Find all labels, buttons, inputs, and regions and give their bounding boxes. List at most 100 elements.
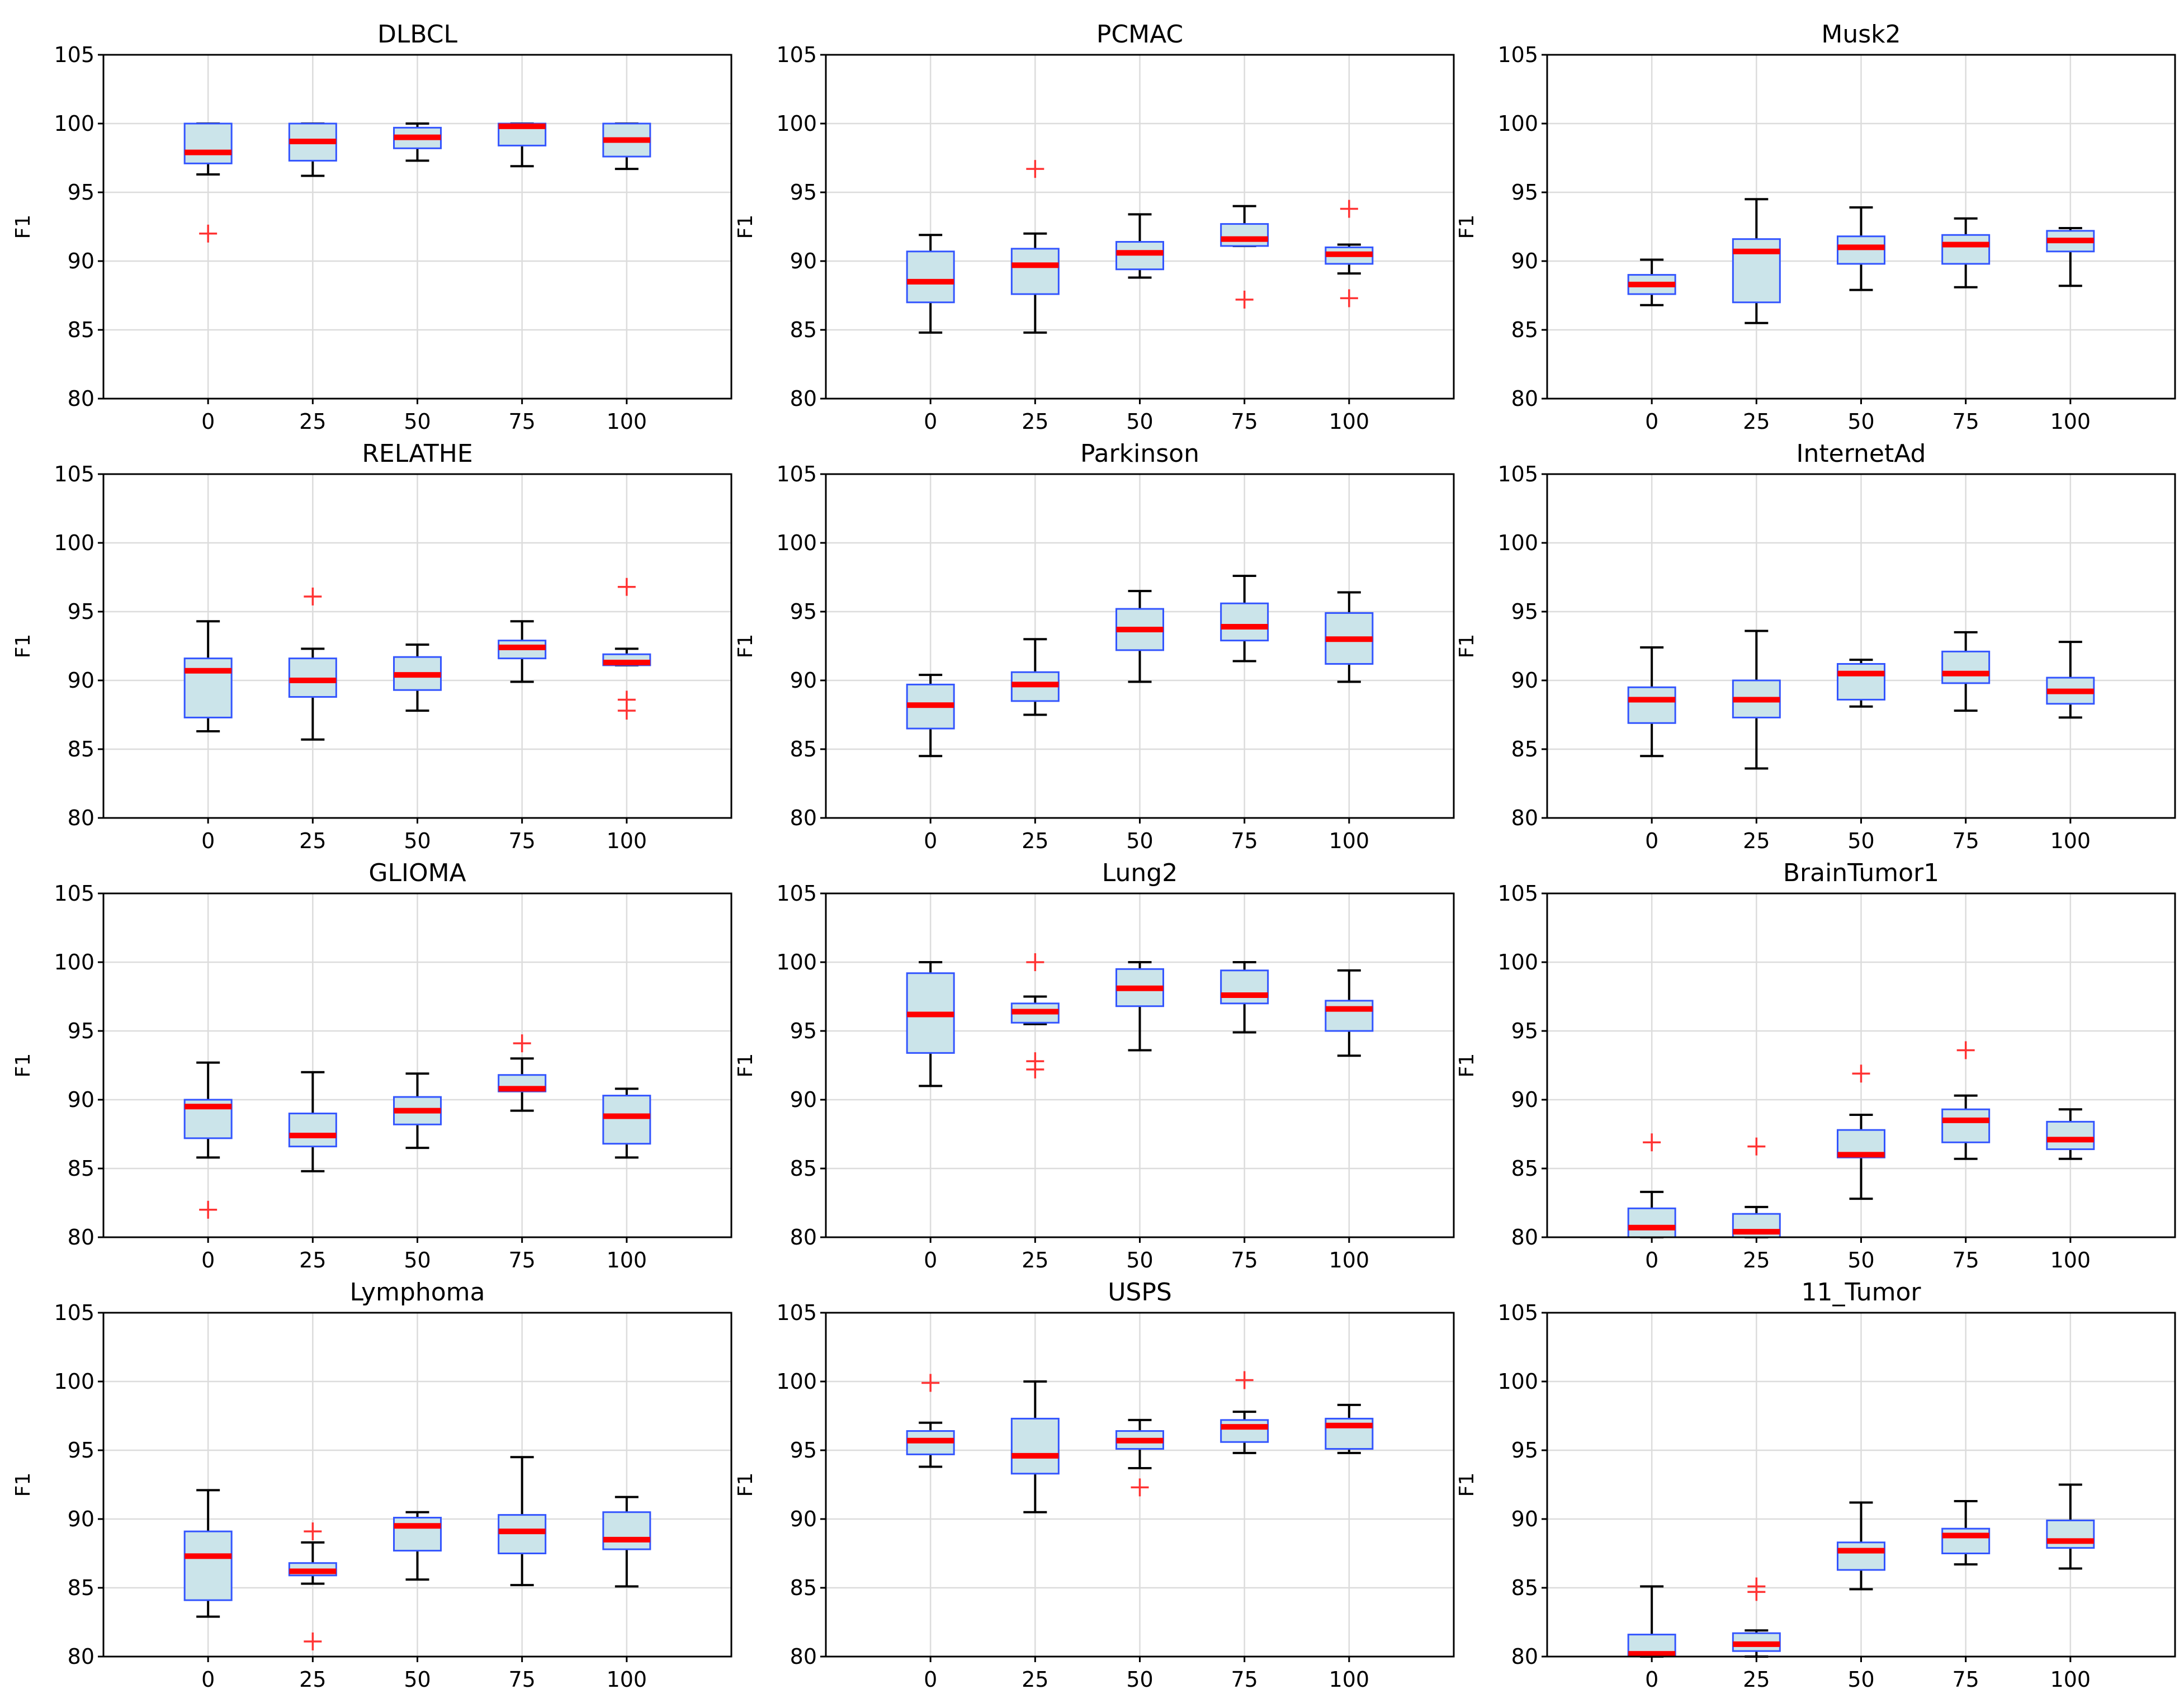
xtick-label: 75: [1231, 829, 1258, 853]
ytick-label: 80: [790, 1225, 817, 1250]
ytick-label: 80: [68, 1644, 94, 1669]
ytick-label: 100: [54, 531, 94, 555]
outlier-marker: [1852, 1064, 1870, 1083]
box-body: [1627, 686, 1676, 724]
box-25: [1010, 160, 1060, 334]
box-body: [183, 1530, 233, 1601]
ytick-label: 85: [790, 737, 817, 761]
box-0: [183, 1061, 233, 1219]
box-0: [906, 234, 955, 334]
ytick-label: 100: [1497, 531, 1538, 555]
xtick-label: 50: [1126, 409, 1153, 434]
panel-title: 11_Tumor: [1802, 1278, 1922, 1307]
panel-musk2: 80 85 90 95 100 105 0 25 50 75 100 Musk2 F1: [1455, 20, 2176, 434]
y-axis-label: F1: [734, 215, 757, 239]
ytick-label: 100: [54, 1369, 94, 1394]
outlier-marker: [1026, 953, 1044, 971]
ytick-label: 80: [68, 1225, 94, 1250]
ytick-label: 100: [1497, 950, 1538, 974]
ytick-label: 85: [68, 1575, 94, 1600]
box-50: [1837, 659, 1885, 708]
box-100: [1325, 969, 1374, 1057]
y-axis-label: F1: [734, 634, 757, 659]
ytick-label: 80: [68, 386, 94, 411]
outlier-marker: [1340, 200, 1358, 218]
xtick-label: 75: [1952, 409, 1979, 434]
grid: [826, 892, 1454, 1238]
ytick-label: 90: [68, 1087, 94, 1112]
outlier-marker: [1235, 1371, 1254, 1389]
outlier-marker: [1340, 289, 1358, 307]
outlier-marker: [304, 587, 322, 605]
xtick-label: 25: [299, 409, 326, 434]
ytick-label: 85: [68, 737, 94, 761]
outlier-marker: [921, 1374, 940, 1392]
ytick-label: 100: [54, 950, 94, 974]
panel-title: Lymphoma: [350, 1278, 485, 1307]
xtick-label: 50: [1847, 1667, 1874, 1692]
ytick-label: 105: [1497, 1300, 1538, 1325]
ytick-label: 105: [54, 42, 94, 67]
panel-title: GLIOMA: [368, 859, 466, 887]
xtick-label: 50: [404, 409, 431, 434]
box-100: [1325, 591, 1374, 683]
ytick-label: 85: [790, 1156, 817, 1181]
box-body: [1941, 650, 1991, 684]
outlier-marker: [1643, 1133, 1661, 1152]
panel-title: PCMAC: [1096, 20, 1183, 49]
xtick-label: 25: [1022, 1248, 1048, 1272]
ytick-label: 100: [776, 950, 817, 974]
box-50: [393, 1072, 442, 1149]
outlier-marker: [617, 702, 636, 720]
xtick-label: 50: [1847, 829, 1874, 853]
box-50: [1115, 961, 1164, 1052]
box-body: [2046, 1120, 2095, 1151]
xtick-label: 100: [2050, 1248, 2091, 1272]
box-body: [602, 1511, 651, 1550]
panel-pcmac: 80 85 90 95 100 105 0 25 50 75 100 PCMAC F1: [734, 20, 1455, 434]
panel-title: DLBCL: [377, 20, 458, 49]
box-0: [1627, 258, 1676, 306]
panel-usps: 80 85 90 95 100 105 0 25 50 75 100 USPS F1: [734, 1278, 1455, 1692]
box-0: [183, 1489, 233, 1618]
panel-lung2: 80 85 90 95 100 105 0 25 50 75 100 Lung2 F1: [734, 859, 1455, 1272]
ytick-label: 100: [776, 111, 817, 136]
ytick-label: 85: [1511, 318, 1538, 342]
panel-braintumor1: 80 85 90 95 100 105 0 25 50 75 100 BrainTumor1 F1: [1455, 859, 2176, 1272]
box-0: [1627, 646, 1676, 758]
xtick-label: 25: [1022, 409, 1048, 434]
panel-dlbcl: 80 85 90 95 100 105 0 25 50 75 100 DLBCL F1: [12, 20, 732, 434]
box-25: [288, 1522, 337, 1650]
ytick-label: 95: [790, 599, 817, 624]
xtick-label: 75: [1231, 409, 1258, 434]
box-body: [602, 1095, 651, 1145]
box-25: [1010, 953, 1060, 1078]
xtick-label: 75: [1952, 1248, 1979, 1272]
box-body: [1941, 1108, 1991, 1143]
panel-title: Musk2: [1821, 20, 1901, 49]
y-axis-label: F1: [12, 1053, 35, 1078]
box-25: [288, 587, 337, 741]
xtick-label: 75: [508, 409, 535, 434]
box-25: [1010, 1380, 1060, 1513]
ytick-label: 85: [1511, 737, 1538, 761]
xtick-label: 0: [201, 829, 215, 853]
outlier-marker: [1956, 1041, 1975, 1059]
box-body: [1220, 969, 1269, 1005]
ytick-label: 100: [1497, 1369, 1538, 1394]
xtick-label: 50: [404, 1248, 431, 1272]
y-axis-label: F1: [1455, 1053, 1478, 1078]
xtick-label: 75: [508, 1667, 535, 1692]
grid: [103, 1312, 731, 1658]
xtick-label: 0: [1645, 829, 1658, 853]
ytick-label: 80: [1511, 806, 1538, 830]
ytick-label: 105: [1497, 462, 1538, 486]
ytick-label: 95: [1511, 1019, 1538, 1043]
box-75: [498, 122, 547, 168]
xtick-label: 0: [924, 1248, 937, 1272]
ytick-label: 105: [776, 881, 817, 906]
xtick-label: 100: [607, 829, 647, 853]
box-75: [498, 620, 547, 683]
box-body: [1941, 1527, 1991, 1554]
box-0: [1627, 1585, 1676, 1658]
